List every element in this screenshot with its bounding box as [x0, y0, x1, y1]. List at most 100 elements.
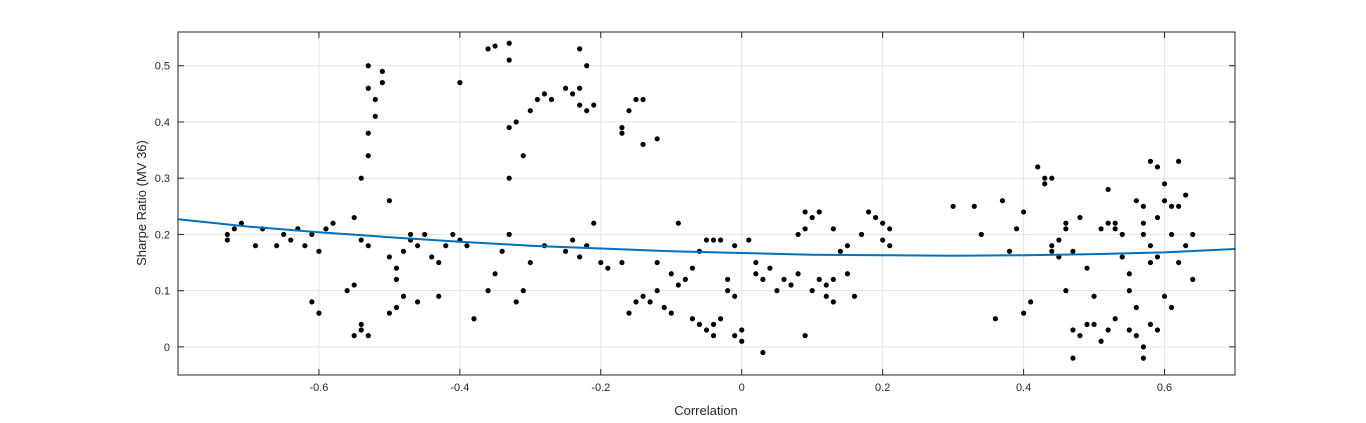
data-point [668, 310, 674, 316]
data-point [732, 243, 738, 249]
data-point [379, 80, 385, 86]
data-point [992, 316, 999, 322]
data-point [1105, 327, 1111, 333]
data-point [1056, 237, 1062, 243]
data-point [422, 231, 428, 238]
data-point [1183, 243, 1189, 249]
x-tick-label: -0.6 [309, 382, 328, 394]
data-point [492, 271, 498, 277]
data-point [1133, 333, 1139, 339]
data-point [978, 231, 984, 238]
data-point [1168, 231, 1175, 238]
data-point [570, 91, 576, 97]
data-point [584, 63, 590, 69]
data-point [1035, 164, 1041, 170]
data-point [654, 136, 660, 142]
data-point [837, 248, 843, 254]
data-point [372, 113, 378, 119]
data-point [330, 220, 336, 226]
data-point [880, 220, 886, 226]
data-point [1049, 175, 1055, 181]
data-point [795, 231, 801, 238]
data-point [1176, 158, 1182, 164]
data-point [1154, 164, 1161, 170]
data-point [816, 209, 822, 215]
data-point [1140, 355, 1146, 361]
data-point [774, 288, 780, 294]
data-point [971, 203, 977, 209]
x-tick-label: 0.4 [1016, 382, 1031, 394]
data-point [710, 333, 717, 339]
data-point [1176, 203, 1182, 209]
data-point [760, 349, 766, 356]
data-point [1049, 248, 1055, 254]
data-point [887, 243, 893, 249]
data-point [492, 43, 498, 49]
data-point [1091, 293, 1097, 299]
data-point [309, 299, 315, 305]
data-point [689, 265, 696, 271]
data-point [570, 237, 576, 243]
data-point [1021, 209, 1027, 215]
data-point [548, 96, 555, 103]
y-tick-label: 0.5 [155, 61, 170, 73]
data-point [830, 299, 836, 305]
data-point [316, 310, 322, 316]
data-point [358, 237, 364, 243]
data-point [844, 271, 851, 277]
y-axis-ticks: 0 0.1 0.2 0.3 0.4 0.5 [155, 61, 1235, 354]
data-point [288, 237, 294, 243]
data-point [640, 141, 646, 148]
data-point [1161, 198, 1168, 204]
data-point [238, 220, 245, 226]
data-point [1112, 220, 1118, 226]
data-point [802, 209, 808, 215]
data-point [858, 231, 865, 238]
data-point [457, 80, 463, 86]
data-point [1070, 355, 1076, 361]
x-axis-ticks: -0.6 -0.4 -0.2 0 0.2 0.4 0.6 [309, 32, 1172, 394]
data-point [732, 333, 738, 339]
data-point [1126, 271, 1132, 277]
data-point [1063, 288, 1069, 294]
data-point [696, 321, 703, 327]
data-point [499, 248, 505, 254]
data-points [224, 40, 1196, 361]
data-point [323, 226, 329, 232]
data-point [873, 214, 879, 221]
data-point [640, 96, 646, 103]
data-point [1190, 231, 1196, 238]
data-point [844, 243, 851, 249]
data-point [386, 254, 392, 260]
data-point [591, 220, 597, 226]
data-point [1006, 248, 1013, 254]
data-point [710, 237, 717, 243]
data-point [344, 288, 350, 294]
data-point [703, 327, 710, 333]
data-point [619, 130, 625, 136]
data-point [654, 259, 660, 266]
data-point [506, 231, 512, 238]
data-point [717, 316, 724, 322]
data-point [443, 243, 449, 249]
data-point [365, 243, 371, 249]
data-point [682, 276, 688, 283]
data-point [717, 237, 724, 243]
data-point [830, 226, 836, 232]
y-tick-label: 0.1 [155, 286, 170, 298]
data-point [1070, 327, 1076, 333]
data-point [823, 293, 829, 299]
data-point [358, 321, 364, 327]
data-point [485, 288, 491, 294]
data-point [358, 175, 364, 181]
data-point [464, 243, 470, 249]
data-point [626, 310, 632, 316]
data-point [351, 282, 357, 288]
fit-curve [177, 218, 1236, 257]
data-point [1028, 299, 1034, 305]
data-point [1147, 243, 1154, 249]
data-point [414, 299, 421, 305]
y-tick-label: 0.3 [155, 173, 170, 185]
data-point [506, 124, 512, 131]
